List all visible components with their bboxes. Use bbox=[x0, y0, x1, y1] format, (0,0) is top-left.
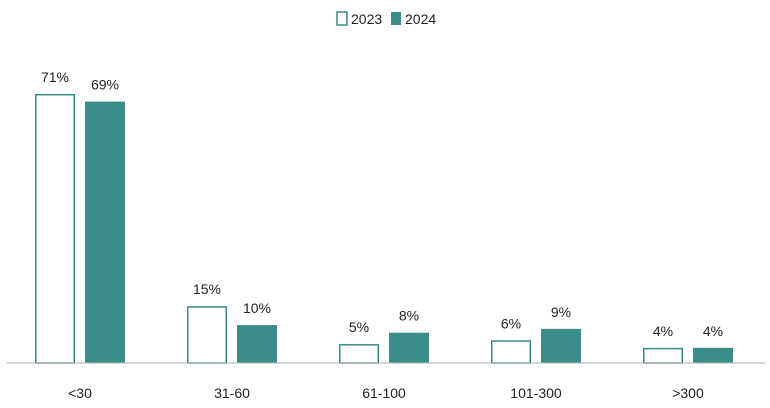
data-label-2024-0: 69% bbox=[91, 77, 119, 93]
data-label-2024-3: 9% bbox=[551, 304, 571, 320]
x-tick-label-2: 61-100 bbox=[362, 385, 406, 401]
legend: 2023 2024 bbox=[336, 11, 436, 27]
legend-swatch-2023 bbox=[336, 11, 348, 26]
x-tick-label-4: >300 bbox=[672, 385, 704, 401]
data-label-2024-2: 8% bbox=[399, 308, 419, 324]
bar-2024-1 bbox=[237, 325, 277, 363]
bar-2023-1 bbox=[187, 306, 227, 364]
data-label-2024-1: 10% bbox=[243, 300, 271, 316]
bar-2024-4 bbox=[693, 347, 733, 363]
data-label-2023-1: 15% bbox=[193, 281, 221, 297]
bars-group: 71% 69% 15% 10% 5% 8% 6% 9% 4% 4% bbox=[35, 69, 733, 364]
data-label-2023-0: 71% bbox=[41, 69, 69, 85]
x-tick-label-0: <30 bbox=[68, 385, 92, 401]
bar-2023-4 bbox=[643, 347, 683, 364]
legend-label-2023: 2023 bbox=[351, 11, 382, 27]
legend-swatch-2024 bbox=[391, 12, 401, 25]
data-label-2023-4: 4% bbox=[653, 323, 673, 339]
legend-label-2024: 2024 bbox=[405, 11, 436, 27]
bar-2024-2 bbox=[389, 332, 429, 363]
x-tick-labels: <30 31-60 61-100 101-300 >300 bbox=[68, 385, 704, 401]
data-label-2024-4: 4% bbox=[703, 323, 723, 339]
data-label-2023-3: 6% bbox=[501, 315, 521, 331]
bar-2023-2 bbox=[339, 344, 379, 364]
x-tick-label-3: 101-300 bbox=[510, 385, 562, 401]
x-tick-label-1: 31-60 bbox=[214, 385, 250, 401]
bar-2023-0 bbox=[35, 94, 75, 364]
bar-2023-3 bbox=[491, 340, 531, 364]
bar-2024-3 bbox=[541, 328, 581, 363]
bar-2024-0 bbox=[85, 101, 125, 364]
data-label-2023-2: 5% bbox=[349, 319, 369, 335]
